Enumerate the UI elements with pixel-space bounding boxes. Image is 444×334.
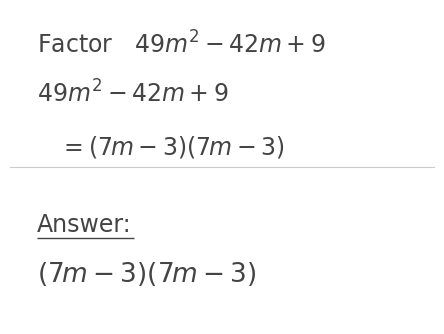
Text: $49m^2 - 42m + 9$: $49m^2 - 42m + 9$ — [37, 81, 228, 108]
Text: $(7m - 3)(7m - 3)$: $(7m - 3)(7m - 3)$ — [37, 260, 256, 288]
Text: Answer:: Answer: — [37, 213, 131, 237]
Text: $= (7m - 3)(7m - 3)$: $= (7m - 3)(7m - 3)$ — [59, 134, 285, 160]
Text: Factor   $49m^2 - 42m + 9$: Factor $49m^2 - 42m + 9$ — [37, 31, 325, 58]
